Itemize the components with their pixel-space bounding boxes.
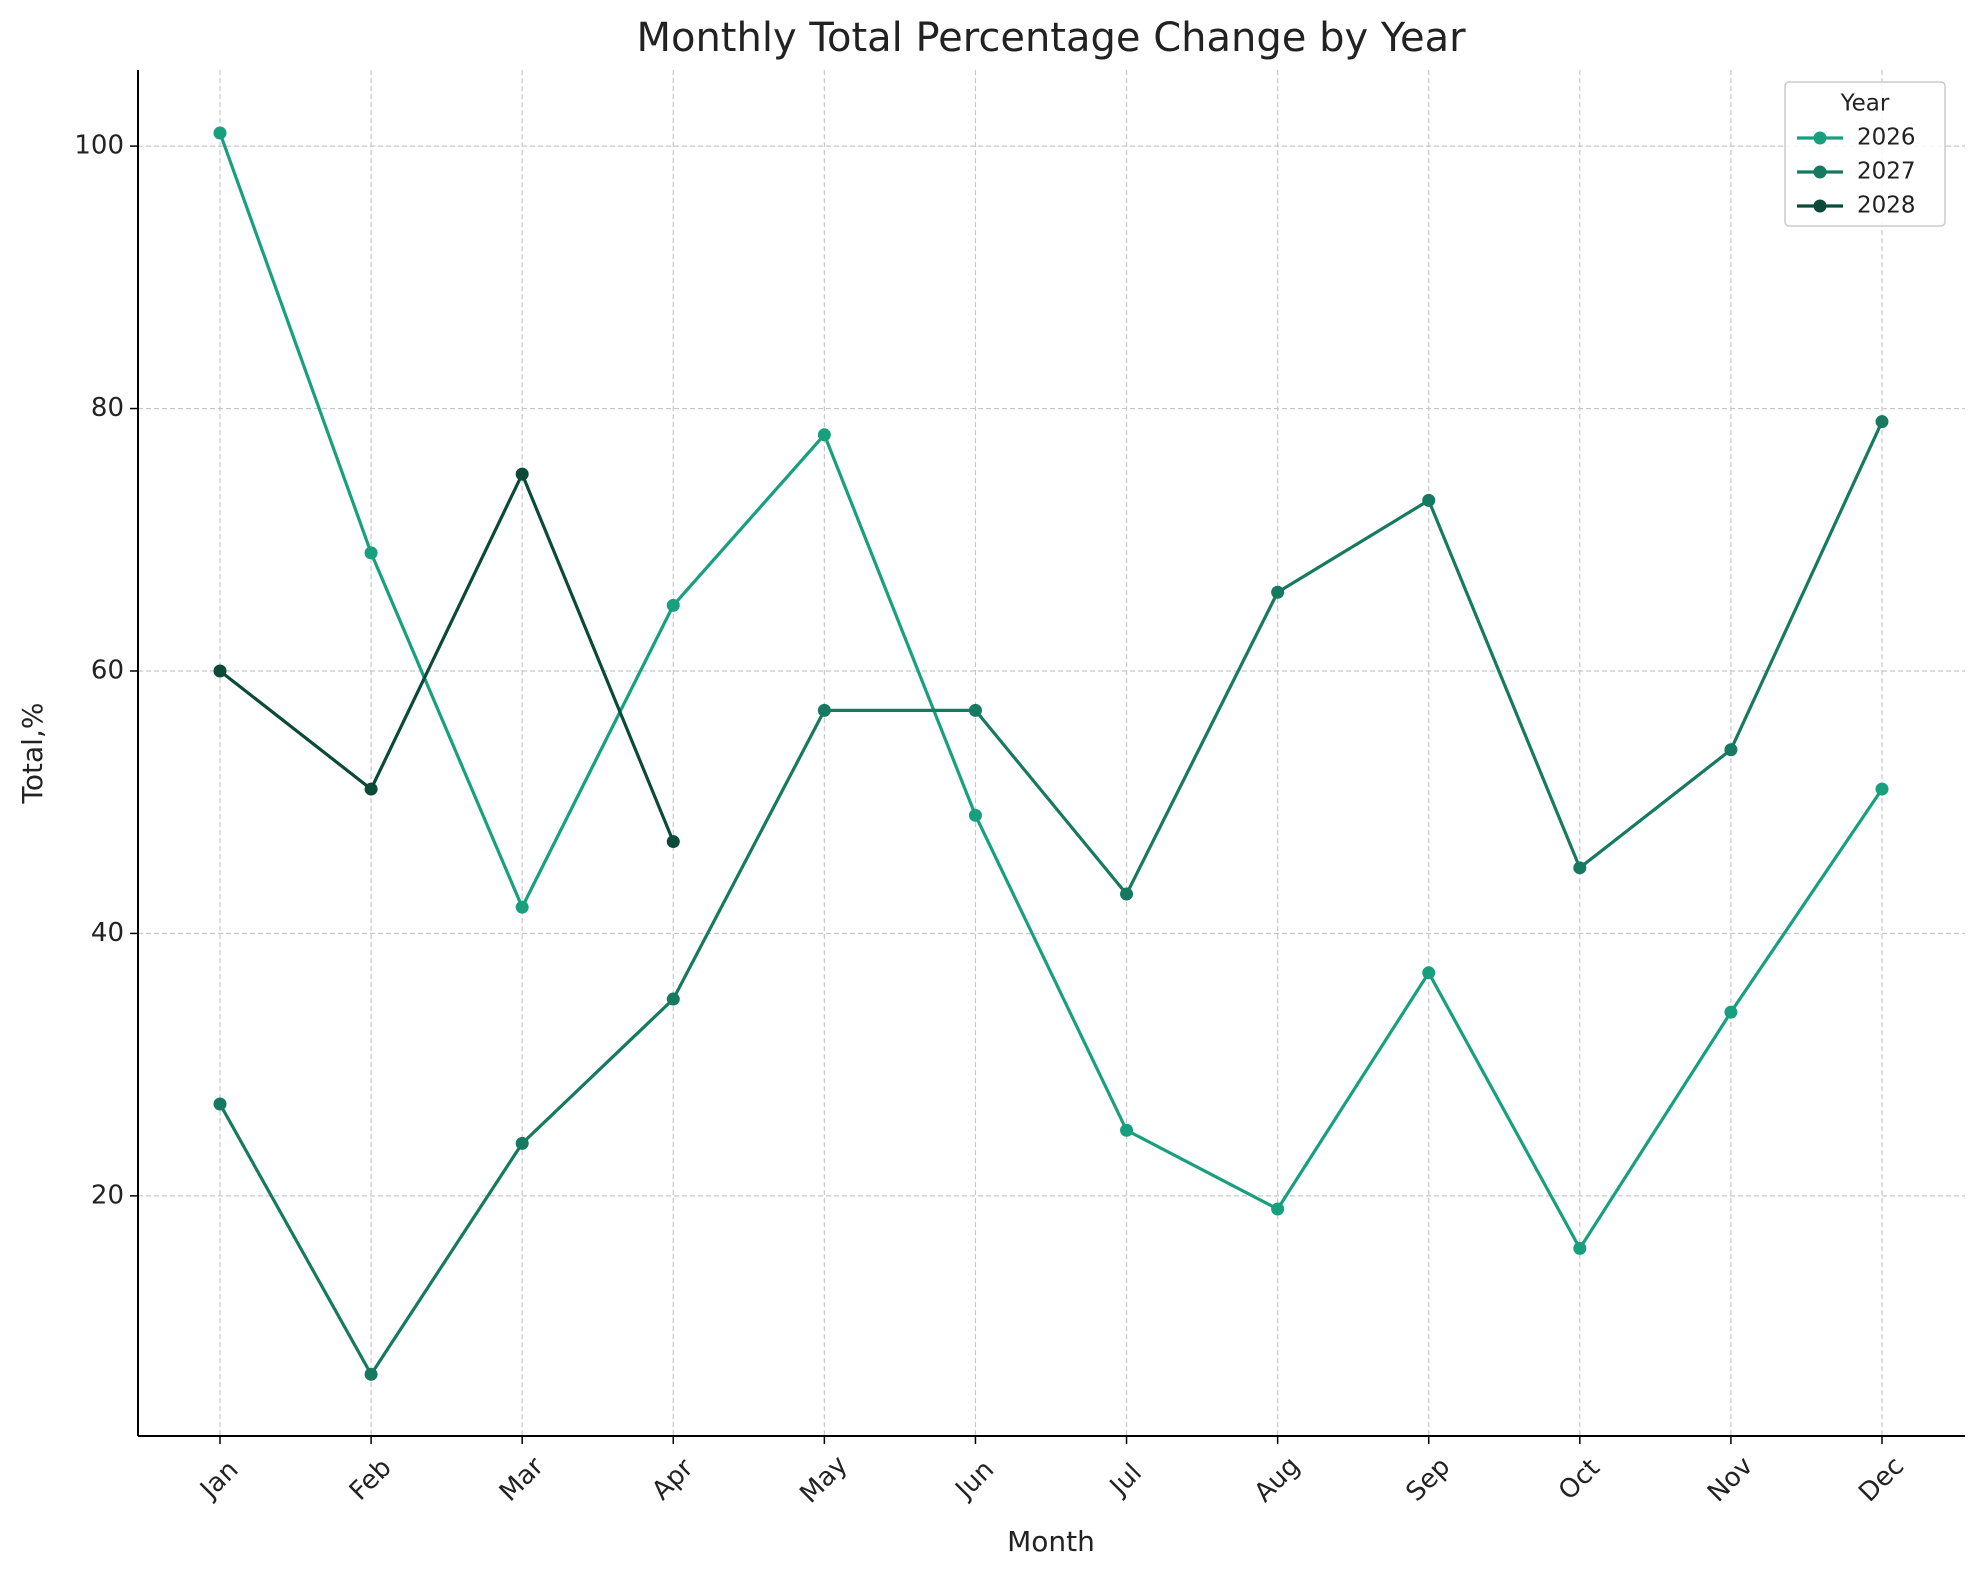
data-point [213,126,227,140]
data-point [1724,1005,1738,1019]
data-point [213,664,227,678]
legend-box [1784,81,1946,227]
x-tick-label: Mar [494,1451,550,1507]
data-point [1422,493,1436,507]
x-tick-label: Jul [1103,1458,1148,1503]
data-point [1573,861,1587,875]
series-line [218,132,1884,1252]
x-axis-label: Month [1007,1525,1095,1558]
x-tick-label: Sep [1400,1452,1456,1508]
data-point [817,703,831,717]
x-tick-label: May [794,1450,853,1509]
x-tick-label: Dec [1853,1451,1910,1508]
data-point [968,808,982,822]
data-point [1875,415,1889,429]
data-point [968,703,982,717]
data-point [1120,887,1134,901]
legend-title: Year [1840,91,1890,117]
y-tick-label: 100 [74,131,124,161]
x-tick-label: Nov [1702,1451,1759,1508]
y-tick-label: 40 [91,918,124,948]
x-tick-label: Aug [1249,1451,1306,1508]
data-point [364,1367,378,1381]
data-point [1875,782,1889,796]
x-tick-label: Oct [1553,1453,1606,1506]
data-point [364,782,378,796]
y-tick-label: 80 [91,393,124,423]
y-tick-label: 60 [91,655,124,685]
legend-label: 2028 [1857,193,1916,219]
series-line [219,470,675,843]
x-tick-label: Apr [646,1453,699,1506]
data-point [515,1136,529,1150]
legend-label: 2026 [1857,125,1916,151]
data-point [666,835,680,849]
x-tick-label: Jun [949,1455,1000,1506]
series-line [218,421,1884,1378]
data-point [666,598,680,612]
chart-title: Monthly Total Percentage Change by Year [636,15,1466,61]
data-point [1573,1241,1587,1255]
data-point [666,992,680,1006]
legend-marker [1813,165,1827,179]
data-point [364,546,378,560]
y-tick-label: 20 [91,1180,124,1210]
data-point [1271,1202,1285,1216]
legend-marker [1813,131,1827,145]
y-axis-label: Total,% [16,703,49,805]
data-point [817,428,831,442]
data-point [213,1097,227,1111]
data-point [1724,743,1738,757]
data-point [1271,585,1285,599]
x-tick-label: Jan [193,1455,244,1506]
data-point [1120,1123,1134,1137]
data-point [515,467,529,481]
data-point [515,900,529,914]
legend-marker [1813,199,1827,213]
x-tick-label: Feb [344,1453,398,1507]
data-point [1422,966,1436,980]
legend-label: 2027 [1857,159,1916,185]
